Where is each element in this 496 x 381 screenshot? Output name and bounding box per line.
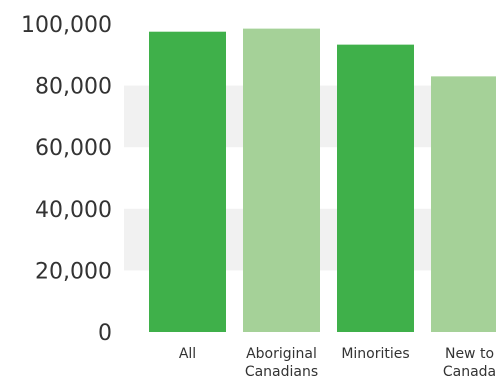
x-tick-label: All — [179, 346, 196, 362]
y-tick-label: 0 — [98, 321, 112, 346]
bar-1 — [243, 28, 320, 333]
x-tick-label: Minorities — [341, 346, 409, 362]
x-tick-label: Aboriginal Canadians — [245, 346, 318, 380]
x-axis-labels: All Aboriginal Canadians Minorities New to Ca… — [179, 346, 496, 380]
bars — [149, 28, 496, 333]
bar-0 — [149, 31, 226, 332]
y-tick-label: 80,000 — [35, 75, 112, 100]
y-tick-label: 40,000 — [35, 198, 112, 223]
bar-2 — [337, 44, 414, 333]
y-tick-label: 60,000 — [35, 136, 112, 161]
bar-3 — [431, 76, 496, 332]
y-tick-label: 20,000 — [35, 259, 112, 284]
y-axis-ticks: 0 20,000 40,000 60,000 80,000 100,000 — [21, 13, 112, 346]
x-tick-label: New to Canada — [443, 346, 496, 380]
y-tick-label: 100,000 — [21, 13, 112, 38]
